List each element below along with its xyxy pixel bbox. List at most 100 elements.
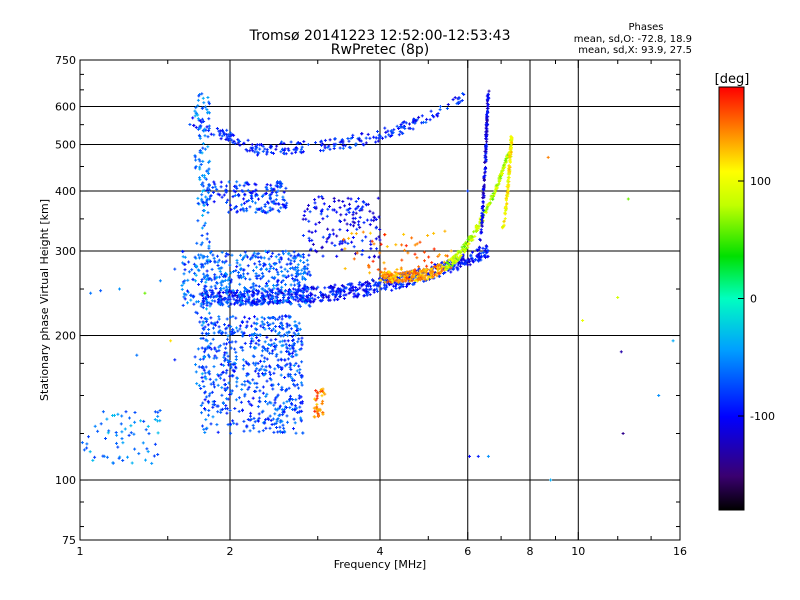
data-point — [206, 317, 208, 321]
data-point — [187, 289, 188, 293]
data-point — [362, 205, 364, 209]
data-point — [361, 208, 363, 212]
data-point — [485, 247, 487, 251]
data-point — [322, 217, 324, 221]
data-point — [308, 229, 310, 233]
data-point — [439, 274, 441, 278]
data-point — [296, 270, 298, 274]
data-point — [226, 133, 228, 137]
data-point — [329, 205, 330, 208]
data-point — [474, 234, 476, 238]
data-point — [272, 300, 273, 304]
data-point — [412, 127, 414, 131]
data-point — [303, 140, 305, 144]
data-point — [425, 270, 427, 274]
data-point — [237, 141, 239, 145]
data-point — [291, 273, 293, 277]
data-point — [237, 138, 239, 142]
data-point — [267, 294, 269, 298]
data-point — [305, 217, 307, 221]
data-point — [308, 303, 310, 307]
data-point — [398, 272, 400, 275]
data-point — [225, 404, 227, 408]
data-point — [262, 149, 264, 153]
data-point — [417, 279, 419, 283]
data-point — [269, 267, 271, 271]
data-point — [478, 259, 480, 263]
data-point — [290, 327, 292, 331]
data-point — [391, 131, 393, 135]
data-point — [228, 381, 230, 385]
data-point — [486, 250, 488, 254]
data-point — [237, 274, 239, 278]
data-point — [227, 354, 229, 358]
data-point — [436, 274, 438, 278]
data-point — [311, 238, 313, 242]
data-point — [504, 217, 506, 221]
data-point — [328, 144, 330, 148]
data-point — [277, 293, 279, 297]
data-point — [311, 287, 313, 291]
data-point — [205, 291, 206, 295]
data-point — [217, 260, 219, 264]
data-point — [340, 294, 341, 298]
data-point — [404, 272, 406, 276]
data-point — [492, 192, 494, 195]
data-point — [409, 279, 411, 283]
data-point — [309, 273, 311, 277]
data-point — [224, 275, 226, 279]
data-point — [434, 263, 436, 267]
data-point — [273, 266, 275, 270]
data-point — [353, 245, 355, 249]
data-point — [486, 140, 488, 144]
data-point — [414, 121, 416, 125]
data-point — [425, 120, 427, 124]
data-point — [431, 271, 433, 275]
data-point — [207, 274, 209, 278]
data-point — [373, 283, 375, 287]
data-point — [193, 294, 195, 298]
data-point — [384, 280, 386, 284]
data-point — [313, 206, 315, 209]
data-point — [382, 277, 383, 281]
data-point — [204, 407, 205, 411]
data-point — [273, 430, 275, 434]
data-point — [258, 151, 260, 155]
data-point — [431, 266, 433, 270]
data-point — [294, 404, 296, 408]
data-point — [296, 406, 298, 410]
data-point — [472, 250, 473, 254]
data-point — [302, 275, 304, 279]
data-point — [249, 429, 251, 433]
data-point — [340, 213, 342, 217]
data-point — [254, 420, 256, 424]
data-point — [241, 301, 243, 305]
data-point — [423, 279, 425, 283]
data-point — [286, 400, 288, 404]
data-point — [201, 293, 203, 297]
data-point — [352, 285, 354, 289]
data-point — [379, 278, 381, 282]
data-point — [262, 391, 264, 395]
data-point — [252, 361, 254, 365]
data-point — [265, 249, 267, 253]
data-point — [263, 264, 264, 268]
data-point — [281, 291, 283, 294]
data-point — [248, 297, 250, 301]
data-point — [332, 228, 334, 232]
data-point — [235, 300, 237, 304]
data-point — [274, 275, 276, 279]
data-point — [231, 291, 233, 295]
data-point — [315, 229, 317, 233]
data-point — [310, 285, 312, 289]
data-point — [254, 381, 256, 385]
data-point — [248, 362, 249, 366]
data-point — [402, 278, 404, 282]
data-point — [236, 261, 238, 265]
data-point — [406, 282, 408, 286]
data-point — [447, 103, 449, 106]
data-point — [282, 250, 284, 253]
data-point — [287, 147, 289, 151]
data-point — [238, 271, 240, 274]
data-point — [183, 272, 185, 276]
